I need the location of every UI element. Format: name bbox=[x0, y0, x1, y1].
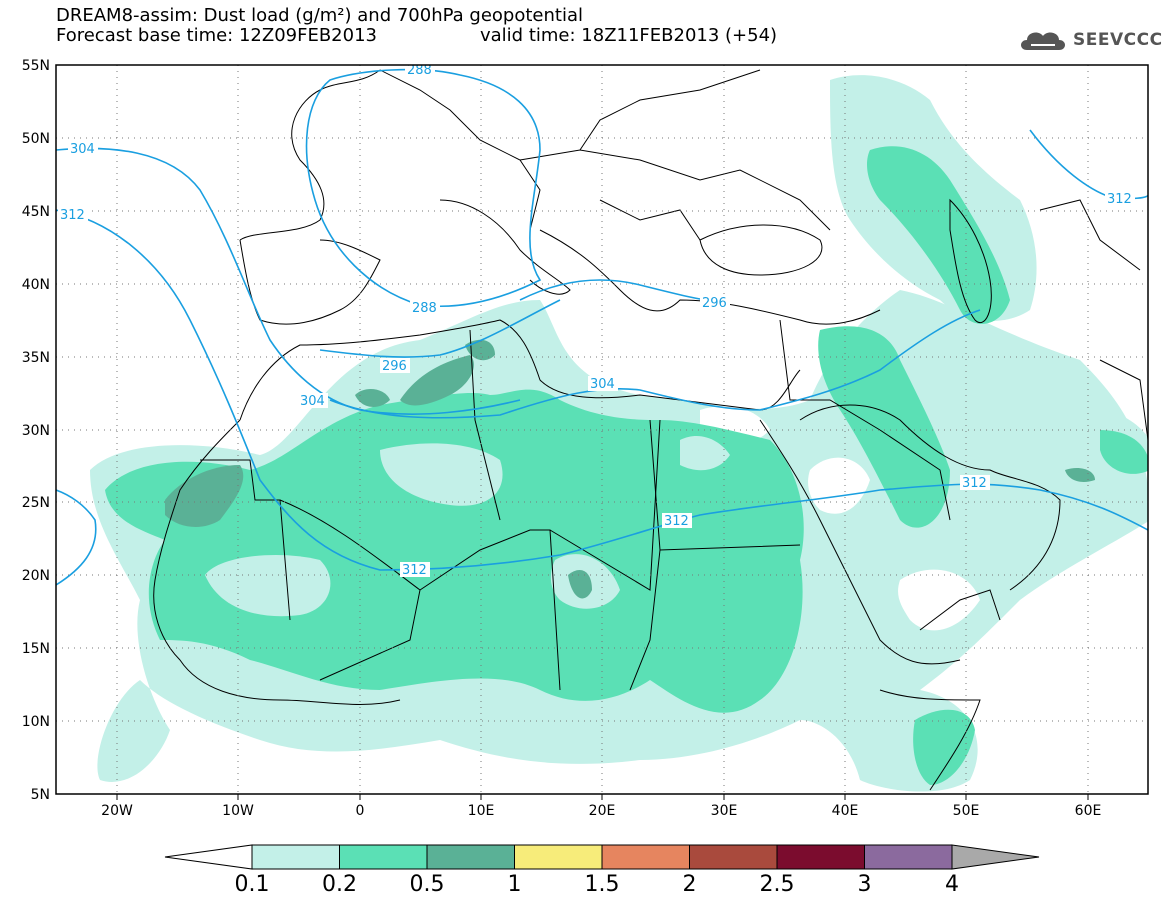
seevccc-logo: SEEVCCC bbox=[1017, 26, 1162, 56]
svg-text:288: 288 bbox=[407, 63, 432, 78]
colorbar-label: 0.5 bbox=[409, 872, 445, 897]
svg-text:60E: 60E bbox=[1075, 803, 1102, 819]
colorbar-label: 1 bbox=[507, 872, 522, 897]
colorbar-swatch bbox=[776, 844, 865, 870]
svg-text:296: 296 bbox=[382, 359, 407, 374]
valid-time: valid time: 18Z11FEB2013 (+54) bbox=[480, 25, 778, 46]
colorbar-swatch bbox=[514, 844, 603, 870]
svg-text:10N: 10N bbox=[22, 714, 50, 730]
svg-text:296: 296 bbox=[702, 296, 727, 311]
colorbar-swatch bbox=[251, 844, 340, 870]
svg-text:304: 304 bbox=[590, 377, 615, 392]
svg-text:30E: 30E bbox=[711, 803, 738, 819]
axis-ticks bbox=[116, 794, 1089, 800]
colorbar-label: 0.1 bbox=[234, 872, 270, 897]
dust-dark-areas bbox=[165, 339, 1095, 599]
svg-text:312: 312 bbox=[1107, 192, 1132, 207]
svg-text:10W: 10W bbox=[222, 803, 254, 819]
colorbar-swatch bbox=[601, 844, 690, 870]
map-title: DREAM8-assim: Dust load (g/m²) and 700hP… bbox=[56, 5, 583, 26]
colorbar-swatch bbox=[689, 844, 778, 870]
colorbar-label: 0.2 bbox=[322, 872, 357, 897]
svg-text:5N: 5N bbox=[31, 787, 50, 803]
colorbar-label: 2 bbox=[682, 872, 697, 897]
svg-text:25N: 25N bbox=[22, 495, 50, 511]
color-bar bbox=[164, 844, 1040, 870]
svg-text:30N: 30N bbox=[22, 423, 50, 439]
svg-text:55N: 55N bbox=[22, 58, 50, 74]
svg-text:304: 304 bbox=[300, 394, 325, 409]
colorbar-label: 1.5 bbox=[584, 872, 620, 897]
grid-lines bbox=[56, 65, 1148, 794]
svg-text:15N: 15N bbox=[22, 641, 50, 657]
colorbar-swatch bbox=[339, 844, 428, 870]
forecast-base-time: Forecast base time: 12Z09FEB2013 bbox=[56, 25, 377, 46]
logo-text: SEEVCCC bbox=[1073, 30, 1163, 50]
colorbar-label: 2.5 bbox=[759, 872, 795, 897]
colorbar-low-arrow bbox=[164, 844, 253, 870]
colorbar-swatch bbox=[864, 844, 953, 870]
svg-text:40N: 40N bbox=[22, 277, 50, 293]
cloud-icon bbox=[1021, 32, 1065, 50]
svg-text:45N: 45N bbox=[22, 204, 50, 220]
svg-text:312: 312 bbox=[402, 563, 427, 578]
colorbar-label: 3 bbox=[857, 872, 872, 897]
svg-text:50E: 50E bbox=[953, 803, 980, 819]
coastlines-and-borders bbox=[153, 69, 1148, 791]
svg-text:20W: 20W bbox=[101, 803, 133, 819]
svg-text:0: 0 bbox=[356, 803, 365, 819]
colorbar-label: 4 bbox=[945, 872, 959, 897]
svg-text:312: 312 bbox=[664, 514, 689, 529]
svg-text:35N: 35N bbox=[22, 350, 50, 366]
svg-text:312: 312 bbox=[962, 476, 987, 491]
contour-labels: 288 304 312 288 296 296 304 304 312 312 … bbox=[58, 63, 1135, 578]
svg-text:40E: 40E bbox=[832, 803, 859, 819]
svg-text:10E: 10E bbox=[468, 803, 495, 819]
svg-text:20E: 20E bbox=[589, 803, 616, 819]
svg-text:304: 304 bbox=[70, 142, 95, 157]
svg-text:288: 288 bbox=[412, 301, 437, 316]
svg-text:312: 312 bbox=[60, 208, 85, 223]
colorbar-high-arrow bbox=[951, 844, 1040, 870]
latitude-labels: 55N 50N 45N 40N 35N 30N 25N 20N 15N 10N … bbox=[22, 58, 50, 803]
colorbar-swatch bbox=[426, 844, 515, 870]
svg-text:20N: 20N bbox=[22, 568, 50, 584]
longitude-labels: 20W 10W 0 10E 20E 30E 40E 50E 60E bbox=[101, 803, 1101, 819]
svg-text:50N: 50N bbox=[22, 131, 50, 147]
